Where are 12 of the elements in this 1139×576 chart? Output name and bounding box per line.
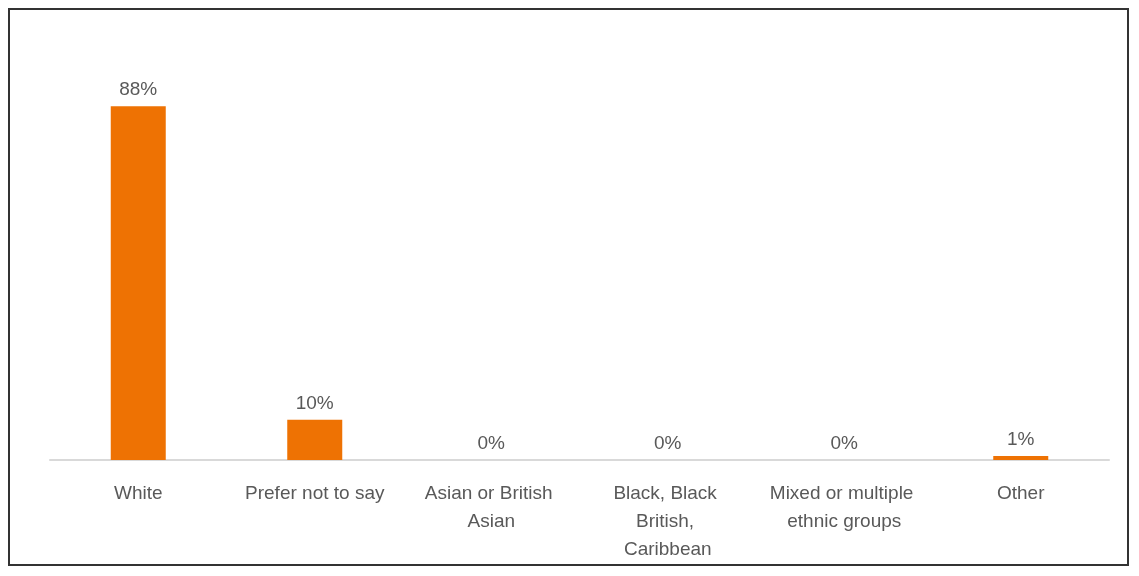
data-label: 0% (830, 432, 859, 453)
data-label: 88% (119, 78, 158, 100)
data-label: 0% (654, 432, 682, 453)
x-tick-label: White (113, 481, 163, 503)
x-tick-label: Black, Black British, Caribbean (613, 481, 723, 559)
data-label: 0% (477, 432, 506, 453)
x-tick-label: Other (996, 481, 1046, 503)
x-tick-label: Mixed or multiple ethnic groups (769, 481, 919, 531)
data-label: 10% (295, 391, 334, 413)
x-tick-label: Asian or British Asian (424, 481, 558, 531)
data-label: 1% (1007, 427, 1035, 449)
x-tick-label: Prefer not to say (245, 481, 385, 503)
